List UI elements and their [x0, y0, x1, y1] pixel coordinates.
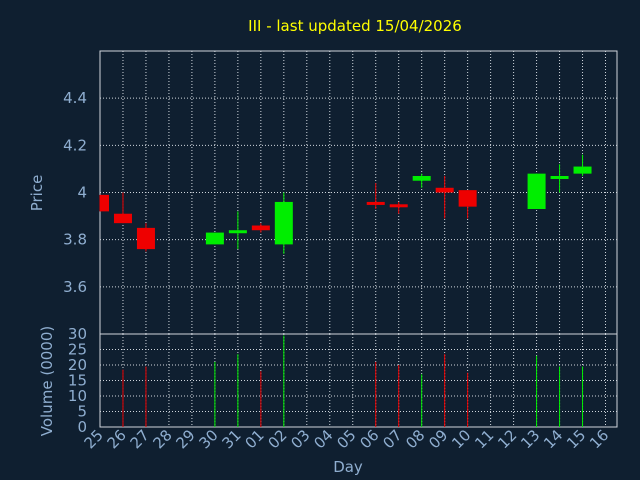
chart-title: III - last updated 15/04/2026 — [248, 17, 462, 35]
candle-body — [205, 232, 224, 245]
candle-body — [366, 201, 385, 205]
price-candles — [99, 154, 592, 254]
price-tick-label: 3.8 — [63, 231, 87, 249]
volume-tick-label: 15 — [68, 372, 87, 390]
price-axis-label: Price — [28, 175, 46, 212]
volume-tick-label: 25 — [68, 341, 87, 359]
candle-body — [251, 225, 270, 231]
candle-body — [274, 201, 293, 245]
volume-panel-frame — [99, 333, 618, 428]
price-axis-ticks: 3.6 3.8 4 4.2 4.4 — [63, 89, 87, 296]
volume-grid — [100, 334, 617, 427]
x-axis-label: Day — [333, 458, 363, 476]
candle-body — [550, 175, 569, 179]
price-tick-label: 3.6 — [63, 278, 87, 296]
volume-tick-label: 5 — [77, 403, 87, 421]
candle-body — [412, 175, 431, 181]
candle-body — [573, 166, 592, 174]
price-tick-label: 4.4 — [63, 89, 87, 107]
volume-tick-label: 0 — [77, 418, 87, 436]
candle-body — [389, 204, 408, 208]
x-axis-ticks: 2526272829303101020304050607080910111213… — [81, 426, 613, 452]
candle-body — [435, 187, 454, 193]
candle-body — [113, 213, 132, 224]
volume-tick-label: 10 — [68, 387, 87, 405]
x-tick-label: 16 — [586, 426, 612, 452]
candle-body — [458, 190, 477, 207]
volume-tick-label: 30 — [68, 325, 87, 343]
price-tick-label: 4 — [77, 184, 87, 202]
candle-body — [228, 230, 247, 234]
volume-bars — [122, 335, 584, 427]
candle-body — [527, 173, 546, 210]
volume-axis-label: Volume (0000) — [38, 326, 56, 436]
volume-tick-label: 20 — [68, 356, 87, 374]
candle-body — [136, 227, 155, 250]
price-tick-label: 4.2 — [63, 136, 87, 154]
candle-body — [100, 194, 109, 212]
